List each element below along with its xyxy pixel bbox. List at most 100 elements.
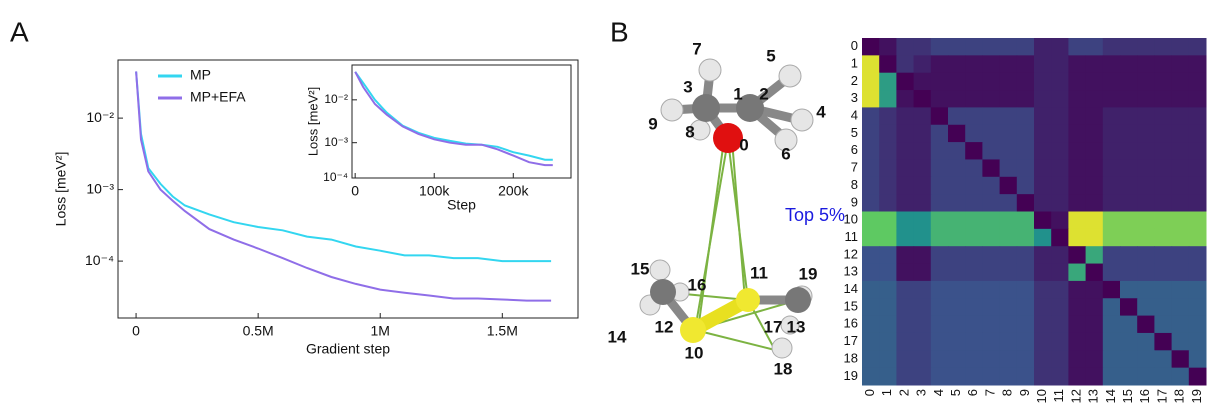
heatmap-cell	[1034, 194, 1052, 212]
heatmap-cell	[1051, 333, 1069, 351]
heatmap-cell	[1017, 212, 1035, 230]
heatmap-cell	[1017, 142, 1035, 160]
heatmap-cell	[1000, 333, 1018, 351]
heatmap-cell	[1103, 177, 1121, 195]
atom-label: 8	[685, 122, 694, 141]
heatmap-cell	[1120, 38, 1138, 56]
x-tick-label: 16	[1137, 389, 1152, 403]
heatmap-cell	[914, 73, 932, 91]
heatmap-cell	[1068, 107, 1086, 125]
x-tick-label: 7	[982, 389, 997, 396]
heatmap-cell	[1154, 264, 1172, 282]
heatmap-cell	[1068, 177, 1086, 195]
heatmap-cell	[1137, 333, 1155, 351]
heatmap-cell	[1137, 316, 1155, 334]
heatmap-cell	[914, 229, 932, 247]
heatmap-cell	[1172, 90, 1190, 108]
heatmap-cell	[896, 125, 914, 143]
heatmap-cell	[965, 350, 983, 368]
heatmap-cell	[982, 212, 1000, 230]
heatmap-cell	[1137, 159, 1155, 177]
atom-label: 6	[781, 144, 790, 163]
heatmap-cell	[1068, 212, 1086, 230]
heatmap-cell	[914, 281, 932, 299]
heatmap-cell	[914, 316, 932, 334]
heatmap-cell	[1051, 107, 1069, 125]
heatmap-cell	[948, 212, 966, 230]
heatmap-cell	[879, 90, 897, 108]
heatmap-cell	[896, 38, 914, 56]
heatmap-cell	[879, 212, 897, 230]
x-tick-label: 3	[914, 389, 929, 396]
heatmap-cell	[862, 298, 880, 316]
heatmap-cell	[1000, 177, 1018, 195]
y-tick-label: 9	[851, 194, 858, 209]
heatmap-cell	[1189, 142, 1207, 160]
heatmap-cell	[982, 159, 1000, 177]
heatmap-cell	[1172, 246, 1190, 264]
heatmap-cell	[914, 90, 932, 108]
heatmap-cell	[1086, 316, 1104, 334]
x-tick-label: 9	[1017, 389, 1032, 396]
y-tick-label: 10⁻³	[86, 180, 114, 196]
heatmap-cell	[1154, 368, 1172, 386]
heatmap-cell	[1120, 90, 1138, 108]
heatmap-cell	[1051, 264, 1069, 282]
heatmap-cell	[862, 107, 880, 125]
heatmap-cell	[1154, 246, 1172, 264]
heatmap-cell	[1189, 73, 1207, 91]
heatmap-cell	[1103, 350, 1121, 368]
x-axis-label: Gradient step	[306, 341, 390, 357]
atom-label: 16	[688, 275, 707, 294]
atom-label: 2	[759, 84, 768, 103]
heatmap-cell	[1154, 281, 1172, 299]
heatmap-cell	[914, 350, 932, 368]
y-tick-label: 17	[844, 333, 858, 348]
heatmap-cell	[931, 316, 949, 334]
heatmap-cell	[1000, 316, 1018, 334]
heatmap-cell	[1051, 38, 1069, 56]
heatmap-cell	[1154, 125, 1172, 143]
heatmap-cell	[879, 142, 897, 160]
heatmap-cell	[1103, 281, 1121, 299]
atom-label: 9	[648, 114, 657, 133]
atom-label: 15	[631, 259, 650, 278]
heatmap-cell	[1154, 333, 1172, 351]
heatmap-cell	[914, 107, 932, 125]
heatmap-cell	[914, 368, 932, 386]
heatmap-cell	[1120, 368, 1138, 386]
heatmap-cell	[1017, 90, 1035, 108]
sulfur	[736, 288, 760, 312]
heatmap-cell	[965, 264, 983, 282]
heatmap-cell	[1034, 212, 1052, 230]
heatmap-cell	[1086, 264, 1104, 282]
heatmap-cell	[1017, 194, 1035, 212]
heatmap-cell	[896, 177, 914, 195]
y-tick-label: 10⁻⁴	[323, 170, 348, 184]
atom-label: 3	[683, 77, 692, 96]
heatmap-cell	[1172, 73, 1190, 91]
x-tick-label: 6	[965, 389, 980, 396]
heatmap-cell	[965, 229, 983, 247]
heatmap-cell	[1137, 107, 1155, 125]
y-axis-label: Loss [meV²]	[305, 87, 320, 156]
y-tick-label: 16	[844, 316, 858, 331]
heatmap-cell	[931, 73, 949, 91]
heatmap-cell	[948, 264, 966, 282]
x-tick-label: 8	[1000, 389, 1015, 396]
heatmap-cell	[1034, 73, 1052, 91]
y-tick-label: 6	[851, 142, 858, 157]
heatmap-cell	[1172, 177, 1190, 195]
heatmap-cell	[1086, 368, 1104, 386]
heatmap-cell	[1189, 316, 1207, 334]
heatmap-cell	[1137, 125, 1155, 143]
heatmap-cell	[1051, 316, 1069, 334]
heatmap-cell	[1086, 298, 1104, 316]
heatmap-cell	[948, 368, 966, 386]
heatmap-cell	[948, 159, 966, 177]
heatmap-cell	[879, 229, 897, 247]
heatmap-cell	[1154, 316, 1172, 334]
heatmap-cell	[896, 264, 914, 282]
heatmap-cell	[948, 38, 966, 56]
heatmap-cell	[1154, 159, 1172, 177]
